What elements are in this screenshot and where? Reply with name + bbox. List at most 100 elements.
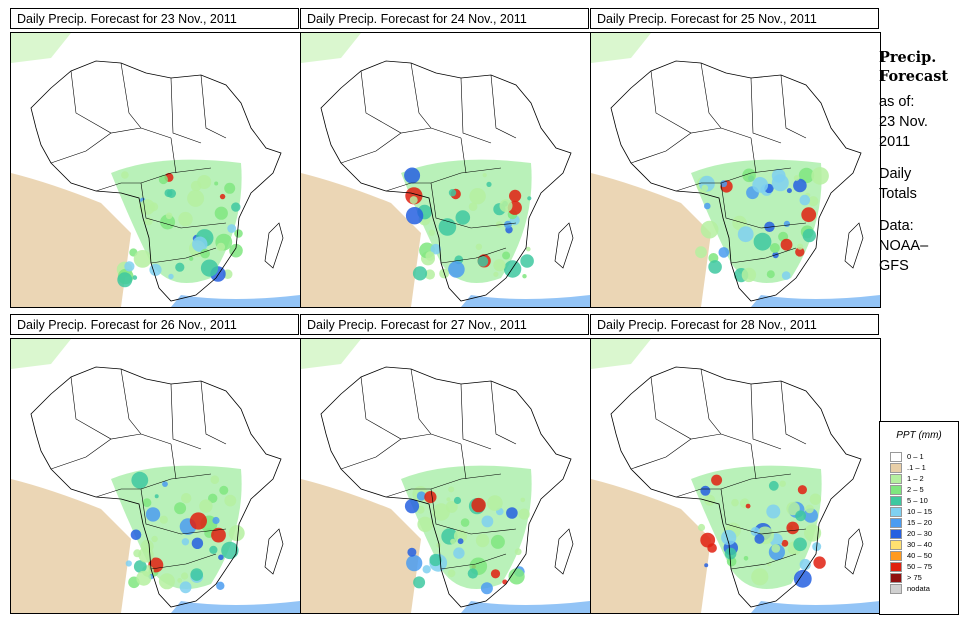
legend-item: 50 – 75 — [890, 562, 954, 573]
legend-swatch — [890, 518, 902, 528]
precip-cell — [751, 568, 769, 586]
dry-ocean-area — [11, 173, 131, 307]
country-border — [360, 70, 432, 134]
precip-cell — [793, 175, 800, 181]
precip-cell — [422, 565, 431, 574]
data-line1: Data: — [879, 218, 914, 234]
legend-label: 1 – 2 — [907, 474, 924, 483]
country-border — [140, 488, 227, 535]
precip-cell — [771, 174, 789, 192]
precip-cell — [216, 581, 225, 590]
panel-title: Daily Precip. Forecast for 25 Nov., 2011 — [590, 8, 879, 29]
legend-title: PPT (mm) — [896, 430, 942, 441]
precip-cell — [131, 471, 149, 489]
precip-cell — [811, 167, 829, 185]
precip-cell — [455, 210, 471, 225]
madagascar-outline — [554, 222, 574, 269]
rain-area — [11, 339, 71, 369]
precip-cell — [522, 274, 527, 279]
precip-cell — [480, 582, 493, 595]
precip-cell — [199, 499, 213, 513]
precip-cell — [809, 493, 822, 505]
precip-cell — [801, 207, 817, 223]
country-border — [750, 383, 782, 450]
precip-cell — [178, 211, 193, 227]
country-border — [730, 553, 797, 570]
precip-cell — [781, 271, 791, 280]
panel-title: Daily Precip. Forecast for 28 Nov., 2011 — [590, 314, 879, 335]
precip-cell — [409, 196, 418, 205]
side-annotation: Precip. Forecast as of: 23 Nov. 2011 Dai… — [879, 48, 963, 276]
precip-cell — [428, 229, 435, 236]
precip-cell — [813, 556, 826, 569]
country-border — [340, 438, 402, 470]
southern-rain-band — [171, 295, 300, 307]
precip-cell — [708, 260, 722, 274]
country-border — [170, 137, 177, 174]
precip-cell — [795, 247, 805, 257]
country-border — [170, 383, 202, 450]
country-border — [170, 77, 202, 144]
precip-cell — [469, 188, 486, 205]
precip-cell — [453, 496, 462, 505]
forecast-panel-27-nov: Daily Precip. Forecast for 27 Nov., 2011 — [300, 314, 591, 614]
southern-rain-band — [461, 601, 590, 613]
precip-map — [590, 338, 881, 614]
country-border — [780, 74, 807, 139]
country-border — [340, 132, 402, 164]
legend-label: 50 – 75 — [907, 562, 933, 571]
precip-cell — [731, 498, 739, 507]
precip-cell — [438, 218, 457, 236]
precip-cell — [404, 499, 420, 514]
country-border — [440, 553, 507, 570]
precip-cell — [499, 199, 513, 213]
precip-cell — [133, 560, 147, 573]
precip-cell — [447, 569, 456, 578]
precip-cell — [144, 217, 153, 226]
precip-cell — [493, 259, 506, 272]
rain-area — [11, 33, 71, 63]
precip-cell — [502, 251, 511, 260]
precip-cell — [704, 494, 716, 506]
precip-cell — [214, 181, 219, 186]
country-border — [490, 74, 517, 139]
precip-cell — [175, 262, 185, 272]
precip-cell — [432, 503, 450, 521]
precip-cell — [508, 568, 525, 585]
precip-cell — [404, 167, 421, 184]
country-border — [700, 62, 752, 139]
country-border — [140, 182, 227, 229]
country-border — [430, 488, 517, 535]
dry-ocean-area — [301, 479, 421, 613]
africa-coastline — [30, 366, 282, 608]
country-border — [410, 368, 462, 445]
country-border — [150, 553, 217, 570]
country-border — [50, 132, 112, 164]
country-border — [750, 77, 782, 144]
rain-area — [301, 339, 361, 369]
precip-cell — [219, 485, 229, 495]
precip-cell — [405, 187, 423, 205]
precip-cell — [766, 504, 781, 519]
precip-cell — [412, 266, 428, 281]
country-border — [650, 376, 722, 440]
precip-cell — [158, 174, 168, 185]
precip-cell — [209, 545, 218, 554]
precip-cell — [701, 184, 709, 192]
forecast-panel-24-nov: Daily Precip. Forecast for 24 Nov., 2011 — [300, 8, 591, 308]
country-border — [650, 70, 722, 134]
precip-cell — [231, 202, 241, 212]
country-border — [750, 137, 757, 174]
africa-coastline — [30, 60, 282, 302]
precip-cell — [520, 497, 526, 503]
precip-cell — [783, 220, 790, 227]
legend-label: 20 – 30 — [907, 529, 933, 538]
precip-cell — [477, 256, 489, 267]
legend-item: 30 – 40 — [890, 540, 954, 551]
precip-cell — [136, 570, 152, 586]
panel-title: Daily Precip. Forecast for 24 Nov., 2011 — [300, 8, 589, 29]
country-border — [70, 376, 142, 440]
precip-cell — [121, 171, 129, 179]
country-border — [120, 368, 172, 445]
precip-cell — [200, 259, 219, 277]
